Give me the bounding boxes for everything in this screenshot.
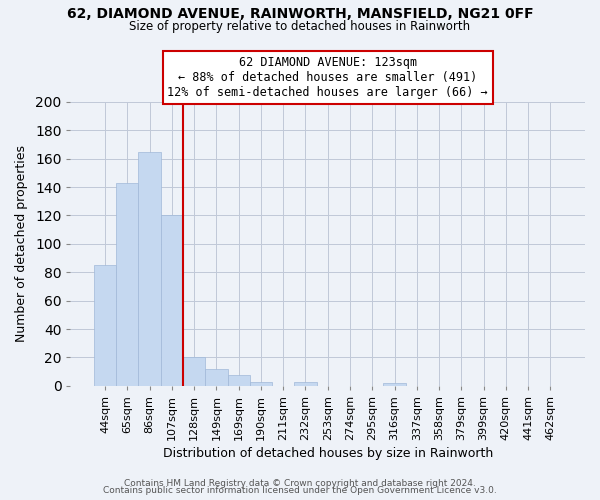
- Bar: [383, 383, 406, 386]
- Bar: [205, 369, 227, 386]
- Text: Contains public sector information licensed under the Open Government Licence v3: Contains public sector information licen…: [103, 486, 497, 495]
- Bar: [116, 183, 139, 386]
- Bar: [227, 374, 250, 386]
- Bar: [295, 382, 317, 386]
- Bar: [250, 382, 272, 386]
- Text: Size of property relative to detached houses in Rainworth: Size of property relative to detached ho…: [130, 20, 470, 33]
- Text: Contains HM Land Registry data © Crown copyright and database right 2024.: Contains HM Land Registry data © Crown c…: [124, 478, 476, 488]
- Text: 62 DIAMOND AVENUE: 123sqm
← 88% of detached houses are smaller (491)
12% of semi: 62 DIAMOND AVENUE: 123sqm ← 88% of detac…: [167, 56, 488, 99]
- Bar: [183, 358, 205, 386]
- Text: 62, DIAMOND AVENUE, RAINWORTH, MANSFIELD, NG21 0FF: 62, DIAMOND AVENUE, RAINWORTH, MANSFIELD…: [67, 8, 533, 22]
- Bar: [161, 216, 183, 386]
- Bar: [139, 152, 161, 386]
- Y-axis label: Number of detached properties: Number of detached properties: [15, 146, 28, 342]
- X-axis label: Distribution of detached houses by size in Rainworth: Distribution of detached houses by size …: [163, 447, 493, 460]
- Bar: [94, 265, 116, 386]
